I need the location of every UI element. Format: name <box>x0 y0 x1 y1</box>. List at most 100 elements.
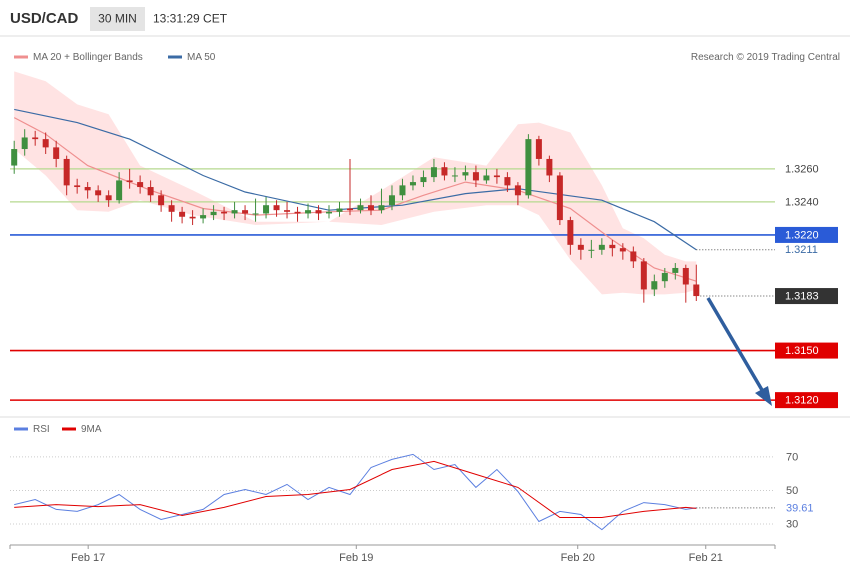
candle-body <box>640 261 647 290</box>
candle-body <box>483 175 490 181</box>
candle-body <box>556 175 563 221</box>
y-tick-label: 50 <box>786 485 798 497</box>
candle-body <box>11 149 18 166</box>
moving-average-line <box>14 108 697 251</box>
level-label-box <box>775 392 838 409</box>
candle-body <box>116 180 123 201</box>
legend-label: RSI <box>33 424 50 435</box>
candle-body <box>147 187 154 196</box>
candle-body <box>378 205 385 211</box>
candle-body <box>462 172 469 176</box>
x-tick-label: Feb 17 <box>71 552 105 564</box>
level-label-box <box>775 226 838 243</box>
candle-body <box>158 195 165 206</box>
bollinger-band <box>14 71 697 295</box>
candle-body <box>493 175 500 178</box>
candle-body <box>315 210 322 214</box>
candle-body <box>598 244 605 250</box>
y-tick-label: 30 <box>786 518 798 530</box>
source-credit: Research © 2019 Trading Central <box>691 52 840 63</box>
candle-body <box>74 185 81 188</box>
candle-body <box>441 167 448 176</box>
candle-body <box>367 205 374 211</box>
candle-body <box>231 210 238 214</box>
candle-body <box>514 185 521 196</box>
candle-body <box>221 211 228 214</box>
candle-body <box>472 172 479 181</box>
candle-body <box>420 177 427 183</box>
candle-body <box>179 211 186 217</box>
indicator-line <box>14 453 697 531</box>
candle-body <box>661 272 668 282</box>
candle-body <box>84 187 91 191</box>
candle-body <box>200 215 207 219</box>
candle-body <box>619 248 626 252</box>
candle-body <box>388 195 395 206</box>
candle-body <box>252 213 259 215</box>
forecast-arrowhead <box>755 386 772 406</box>
level-label: 1.3260 <box>785 163 819 175</box>
candle-body <box>53 147 60 159</box>
timeframe: 30 MIN <box>98 12 137 26</box>
level-label-box <box>775 342 838 359</box>
level-label: 1.3150 <box>785 345 819 357</box>
candle-body <box>588 249 595 251</box>
candle-body <box>284 210 291 212</box>
candle-body <box>672 267 679 273</box>
candle-body <box>168 205 175 212</box>
x-tick-label: Feb 21 <box>689 552 723 564</box>
x-tick-label: Feb 20 <box>561 552 595 564</box>
level-label: 1.3240 <box>785 196 819 208</box>
candle-body <box>504 177 511 186</box>
candle-body <box>567 220 574 245</box>
candle-body <box>263 205 270 214</box>
candle-body <box>693 284 700 297</box>
level-label: 1.3220 <box>785 229 819 241</box>
candle-body <box>525 139 532 196</box>
candle-body <box>630 251 637 262</box>
candle-body <box>32 137 39 140</box>
candle-body <box>105 195 112 201</box>
candle-body <box>305 210 312 214</box>
ma50-last-label: 1.3211 <box>785 244 818 256</box>
plot-layer: 1.3260 1.3240 1.3220 1.3150 1.3120 1.3211 1.31… <box>9 71 838 564</box>
candle-body <box>189 216 196 219</box>
forecast-arrow <box>706 297 764 391</box>
last-price-label: 1.3183 <box>785 290 819 302</box>
level-label: 1.3120 <box>785 395 819 407</box>
candle-body <box>451 175 458 177</box>
time: 13:31:29 CET <box>153 12 228 26</box>
candle-body <box>95 190 102 196</box>
candle-body <box>273 205 280 211</box>
last-price-box <box>775 288 838 305</box>
rsi-last-label: 39.61 <box>786 502 814 514</box>
y-tick-label: 70 <box>786 451 798 463</box>
candle-body <box>210 211 217 216</box>
candle-body <box>430 167 437 178</box>
legend-label: MA 50 <box>187 52 216 63</box>
candle-body <box>336 208 343 212</box>
candle-body <box>577 244 584 250</box>
x-tick-label: Feb 19 <box>339 552 373 564</box>
candle-body <box>63 158 70 186</box>
candle-body <box>609 244 616 249</box>
candle-body <box>546 158 553 176</box>
candle-body <box>347 208 353 211</box>
symbol: USD/CAD <box>10 10 79 27</box>
candle-body <box>242 210 249 214</box>
candle-body <box>535 139 542 159</box>
candle-body <box>409 182 416 186</box>
legend-label: 9MA <box>81 424 102 435</box>
candle-body <box>399 185 406 196</box>
candle-body <box>357 205 364 211</box>
candle-body <box>682 267 689 285</box>
candle-body <box>651 281 658 290</box>
timeframe-box <box>90 7 145 31</box>
legend-label: MA 20 + Bollinger Bands <box>33 52 143 63</box>
candle-body <box>126 180 133 183</box>
candle-body <box>42 139 49 148</box>
candle-body <box>21 137 28 150</box>
candle-body <box>294 211 301 214</box>
